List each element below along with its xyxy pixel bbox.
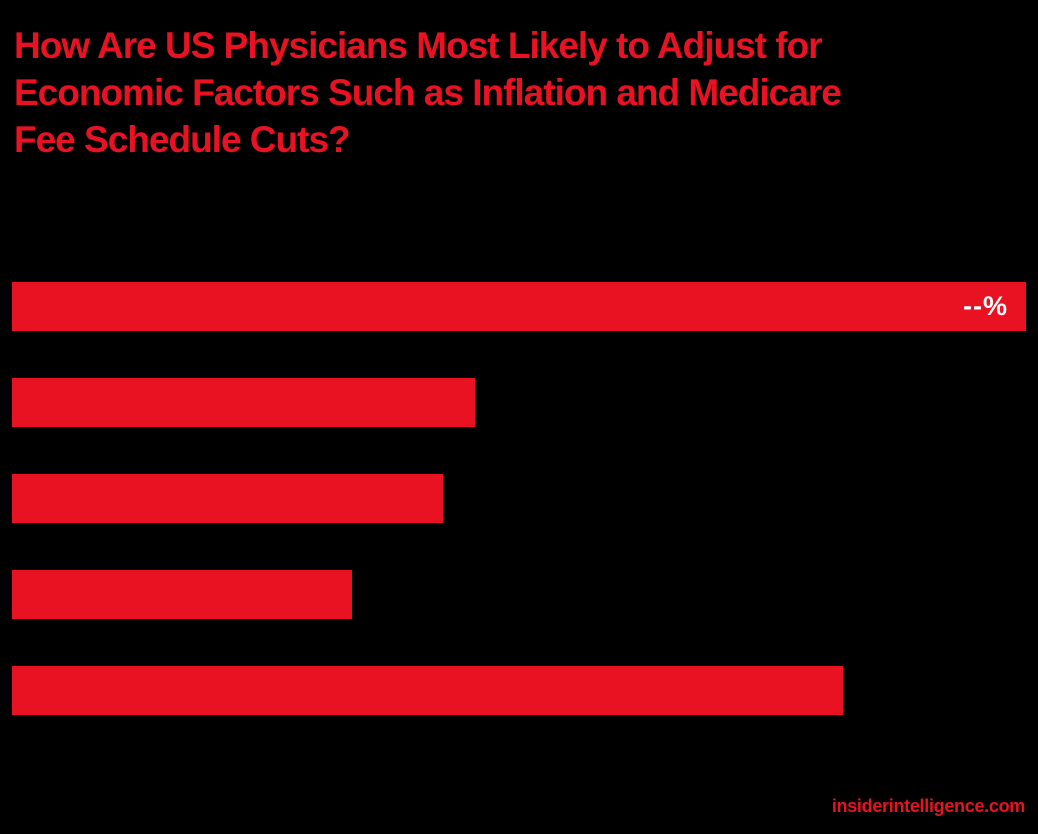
- bar: [12, 570, 352, 619]
- bar-value-label: --%: [963, 291, 1008, 321]
- chart-title-line: Economic Factors Such as Inflation and M…: [14, 72, 842, 113]
- chart-title-line: How Are US Physicians Most Likely to Adj…: [14, 25, 823, 66]
- chart-title-line: Fee Schedule Cuts?: [14, 119, 351, 160]
- bar: [12, 666, 843, 715]
- bar: --%: [12, 282, 1026, 331]
- bar-chart: --%: [12, 282, 1026, 715]
- bar: [12, 474, 443, 523]
- bar: [12, 378, 475, 427]
- brand-footer-link: insiderintelligence.com: [831, 796, 1025, 816]
- chart-title: How Are US Physicians Most Likely to Adj…: [14, 22, 1024, 163]
